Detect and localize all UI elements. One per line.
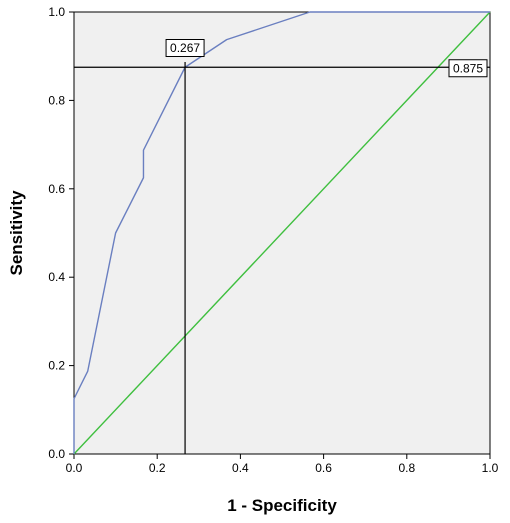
x-tick-label: 0.2 [149, 461, 166, 475]
x-tick-label: 0.8 [398, 461, 415, 475]
y-tick-label: 0.0 [48, 447, 65, 461]
horizontal-line-label-box [448, 59, 488, 78]
y-tick-label: 0.2 [48, 359, 65, 373]
y-axis-ticks: 0.0 0.2 0.4 0.6 0.8 1.0 [48, 5, 74, 461]
x-axis-ticks: 0.0 0.2 0.4 0.6 0.8 1.0 [66, 454, 499, 475]
series-layer [73, 11, 491, 455]
y-tick-label: 0.8 [48, 93, 65, 107]
x-tick-label: 0.4 [232, 461, 249, 475]
y-tick-label: 0.4 [48, 270, 65, 284]
x-tick-label: 0.0 [66, 461, 83, 475]
vertical-line-label-box [165, 39, 205, 57]
x-axis-title: 1 - Specificity [227, 496, 337, 515]
y-axis-title: Sensitivity [7, 190, 26, 276]
y-tick-label: 1.0 [48, 5, 65, 19]
roc-curve-line [73, 11, 490, 454]
x-tick-label: 1.0 [482, 461, 499, 475]
y-tick-label: 0.6 [48, 182, 65, 196]
vertical-line-label: 0.267 [170, 41, 200, 55]
reference-diagonal-line [73, 11, 491, 455]
annotation-layer: 0.267 0.875 [74, 39, 490, 454]
x-tick-label: 0.6 [315, 461, 332, 475]
horizontal-line-label: 0.875 [453, 61, 483, 75]
